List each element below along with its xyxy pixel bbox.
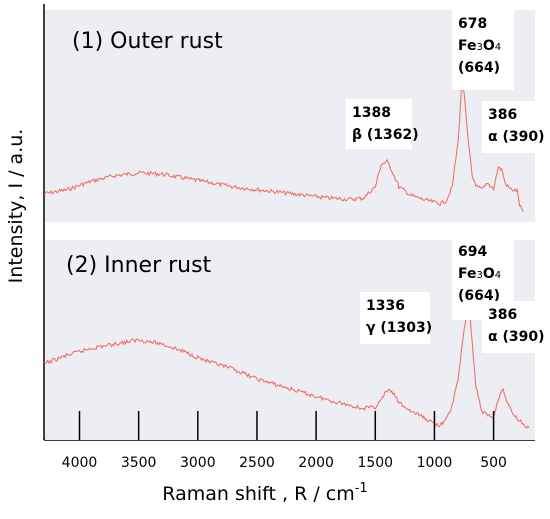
x-tick-label: 500 (480, 455, 507, 471)
x-axis-title: Raman shift , R / cm-1 (162, 481, 367, 505)
annotation-box (482, 301, 544, 353)
panel-title: (2) Inner rust (66, 253, 212, 278)
x-tick-label: 3000 (180, 455, 216, 471)
x-tick-label: 1500 (357, 455, 393, 471)
annotation-text: 1336 (366, 298, 405, 314)
annotation-text: α (390) (488, 129, 545, 145)
annotation-text: 386 (488, 107, 517, 123)
x-axis-ticks: 4000 3500 3000 2500 2000 1500 1000 500 (62, 411, 507, 471)
spectrum-panel-1: (1) Outer rust 1388 β (1362) 678 Fe3O4 (664) 3… (44, 10, 545, 222)
annotation-text: Fe3O4 (458, 266, 501, 282)
annotation-text: (664) (458, 60, 500, 76)
peak-annotation: 678 Fe3O4 (664) (452, 10, 514, 90)
annotation-box (346, 99, 412, 149)
annotation-box (452, 10, 514, 90)
annotation-text: 1388 (352, 105, 391, 121)
x-tick-label: 1000 (417, 455, 453, 471)
annotation-text: α (390) (488, 329, 545, 345)
x-tick-label: 3500 (121, 455, 157, 471)
annotation-box (360, 292, 430, 344)
peak-annotation: 386 α (390) (482, 101, 545, 153)
annotation-text: 386 (488, 307, 517, 323)
x-axis-title-superscript: -1 (355, 481, 368, 496)
peak-annotation: 1388 β (1362) (346, 99, 419, 149)
annotation-box (482, 101, 544, 153)
y-axis-title: Intensity, I / a.u. (5, 129, 27, 284)
annotation-text: 678 (458, 16, 487, 32)
peak-annotation: 1336 γ (1303) (360, 292, 432, 344)
annotation-text: γ (1303) (366, 320, 432, 336)
annotation-text: (664) (458, 288, 500, 304)
annotation-text: 694 (458, 244, 487, 260)
peak-annotation: 386 α (390) (482, 301, 545, 353)
x-tick-label: 2500 (239, 455, 275, 471)
x-tick-label: 2000 (298, 455, 334, 471)
annotation-text: Fe3O4 (458, 38, 501, 54)
spectrum-line (43, 304, 530, 429)
annotation-text: β (1362) (352, 127, 419, 143)
spectrum-line (44, 84, 524, 213)
panel-title: (1) Outer rust (72, 29, 223, 54)
x-tick-label: 4000 (62, 455, 98, 471)
